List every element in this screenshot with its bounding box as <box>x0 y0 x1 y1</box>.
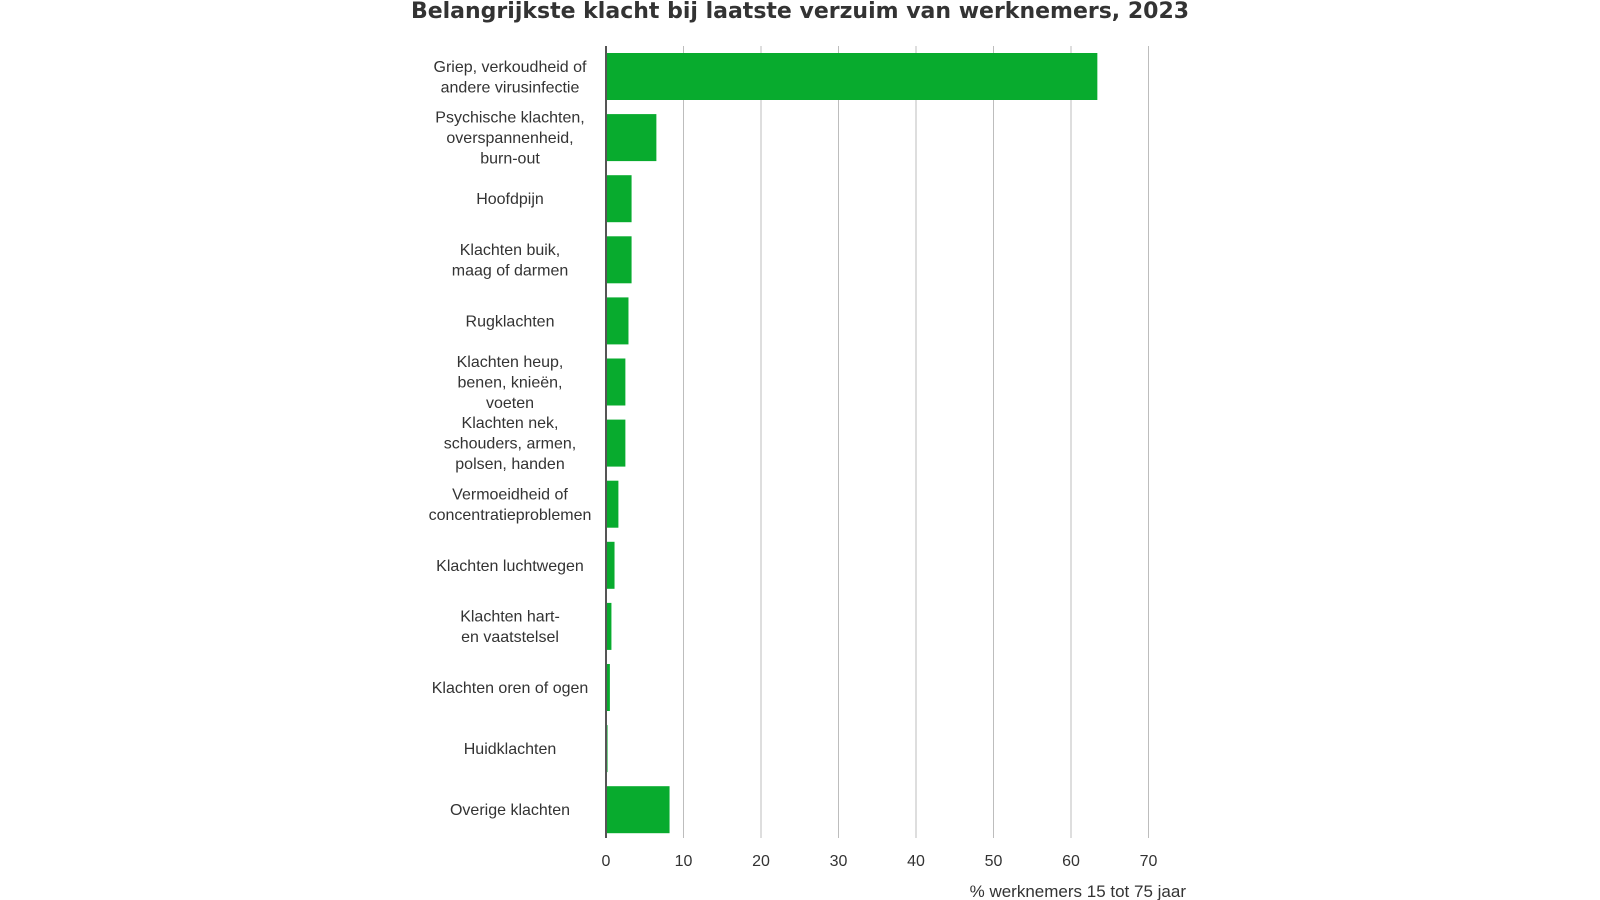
bar <box>606 602 612 650</box>
x-tick-label: 0 <box>602 853 611 870</box>
bar <box>606 419 626 467</box>
bar <box>606 297 629 345</box>
x-tick-label: 70 <box>1140 853 1158 870</box>
bar <box>606 358 626 406</box>
category-label: Klachten buik, maag of darmen <box>452 242 569 279</box>
category-label: Klachten hart-en vaatstelsel <box>460 609 560 647</box>
x-axis-title: % werknemers 15 tot 75 jaar <box>970 882 1187 900</box>
x-tick-label: 30 <box>830 853 848 870</box>
bar <box>606 175 632 223</box>
category-label: Overige klachten <box>450 802 570 819</box>
x-tick-labels: 0 10 20 30 40 50 60 70 <box>602 853 1158 870</box>
category-label: Hoofdpijn <box>476 191 544 208</box>
category-label: Vermoeidheid of concentratieproblemen <box>429 486 592 524</box>
x-tick-label: 10 <box>675 853 693 870</box>
category-label: Klachten oren of ogen <box>432 680 589 697</box>
category-label: Psychische klachten, overspannenheid, burn… <box>435 110 584 168</box>
category-label: Huidklachten <box>464 741 557 758</box>
category-label: Rugklachten <box>466 313 555 330</box>
bar <box>606 480 619 528</box>
bar <box>606 236 632 284</box>
gridlines <box>683 46 1149 838</box>
x-tick-label: 40 <box>907 853 925 870</box>
x-tick-label: 50 <box>985 853 1003 870</box>
category-label: Griep, verkoudheid of andere virusinfecti… <box>434 59 588 97</box>
category-label: Klachten nek, schouders, armen, polsen, ha… <box>444 415 577 473</box>
bar <box>606 664 610 711</box>
category-label: Klachten luchtwegen <box>436 558 584 575</box>
bars <box>606 53 1098 834</box>
chart-title: Belangrijkste klacht bij laatste verzuim… <box>410 0 1190 24</box>
bar <box>606 541 615 589</box>
bar <box>606 786 670 834</box>
bar <box>606 53 1098 100</box>
x-tick-label: 60 <box>1062 853 1080 870</box>
category-label: Klachten heup, benen, knieën, voeten <box>457 354 564 412</box>
bar <box>606 114 657 162</box>
x-tick-label: 20 <box>752 853 770 870</box>
category-labels: Griep, verkoudheid of andere virusinfecti… <box>429 59 592 819</box>
